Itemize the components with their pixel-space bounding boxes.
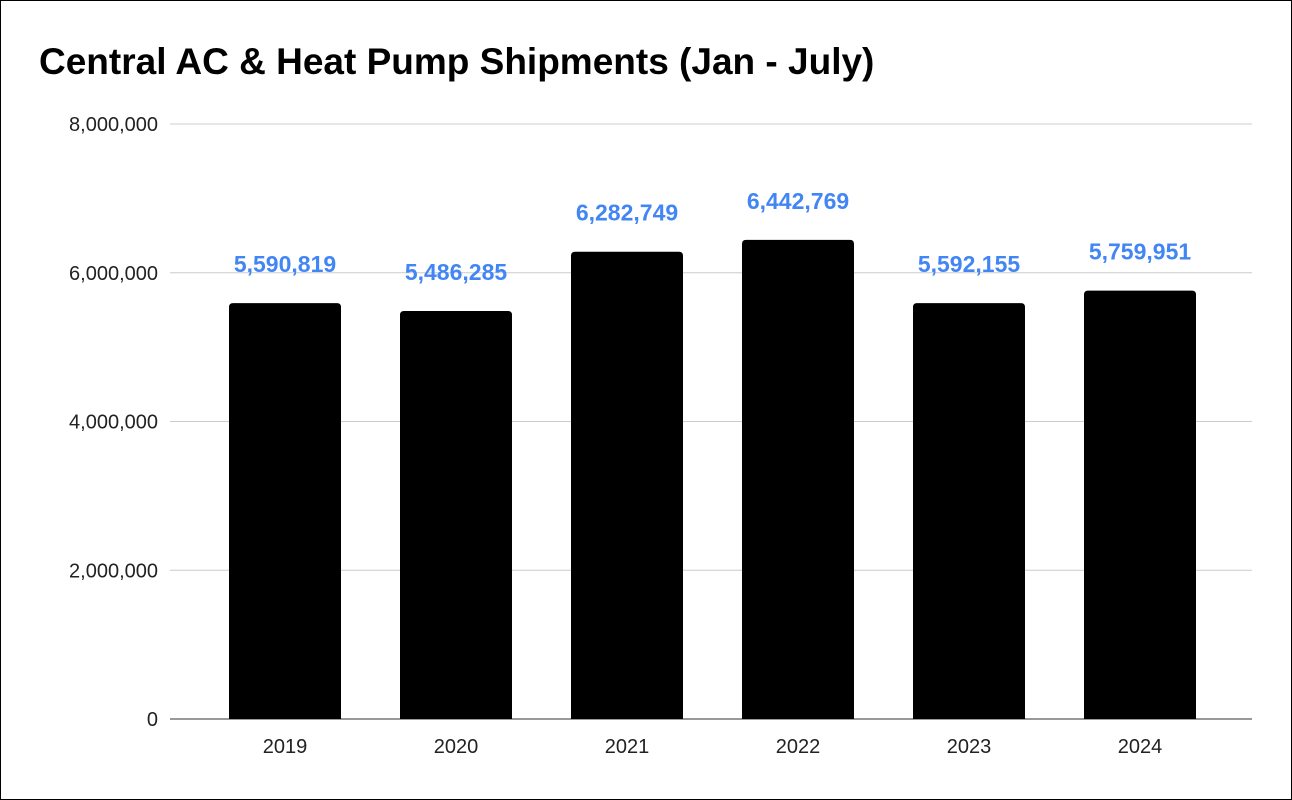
y-tick-label: 0 [147,709,158,731]
y-tick-label: 2,000,000 [69,560,158,582]
bar [742,239,854,719]
data-label: 5,486,285 [405,259,508,285]
chart-title: Central AC & Heat Pump Shipments (Jan - … [39,41,875,82]
y-tick-label: 4,000,000 [69,412,158,434]
bar [229,303,341,719]
data-label: 6,282,749 [576,200,678,226]
y-tick-label: 6,000,000 [69,263,158,285]
x-tick-label: 2023 [947,736,992,758]
x-tick-label: 2024 [1118,736,1163,758]
bar [1084,290,1196,719]
x-tick-label: 2022 [776,736,821,758]
x-tick-label: 2020 [434,736,479,758]
data-label: 5,759,951 [1089,239,1192,265]
x-tick-label: 2019 [263,736,308,758]
data-label: 5,590,819 [234,251,336,277]
x-tick-label: 2021 [605,736,650,758]
bar [400,310,512,719]
bar [571,251,683,719]
bar [913,303,1025,719]
data-label: 6,442,769 [747,188,849,214]
y-tick-label: 8,000,000 [69,114,158,136]
data-label: 5,592,155 [918,251,1021,277]
